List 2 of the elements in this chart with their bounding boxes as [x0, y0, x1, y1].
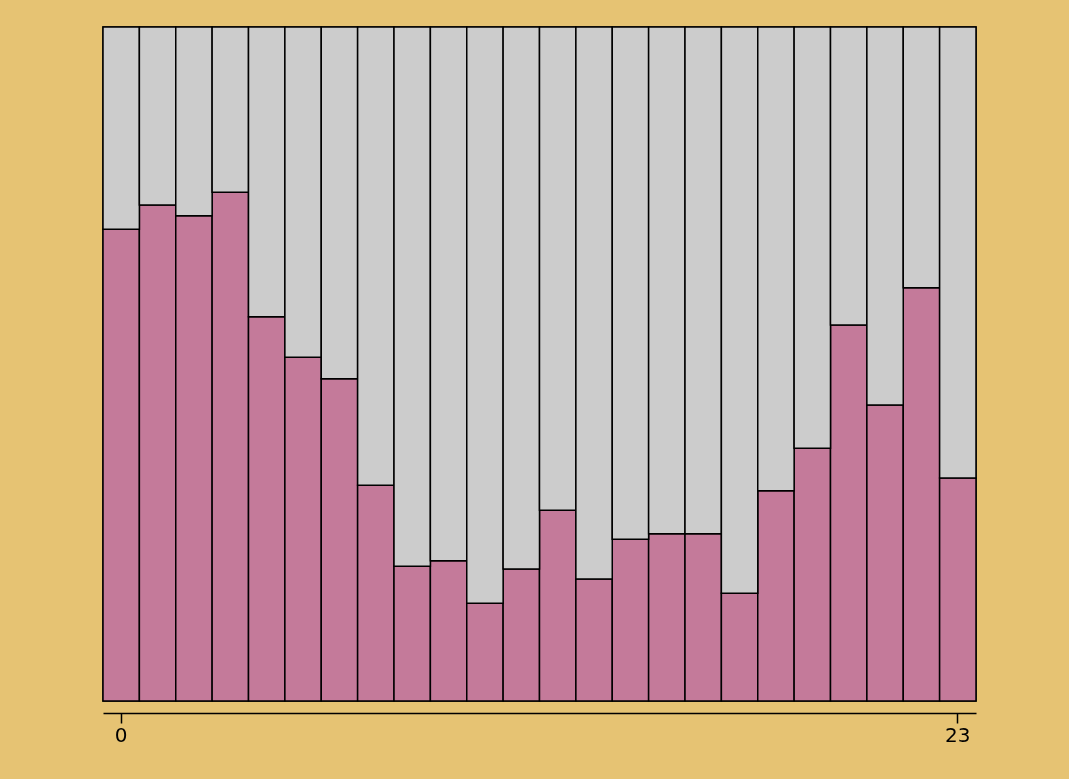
x-tick-label: 0	[114, 722, 128, 747]
x-tick-label: 23	[945, 722, 971, 747]
